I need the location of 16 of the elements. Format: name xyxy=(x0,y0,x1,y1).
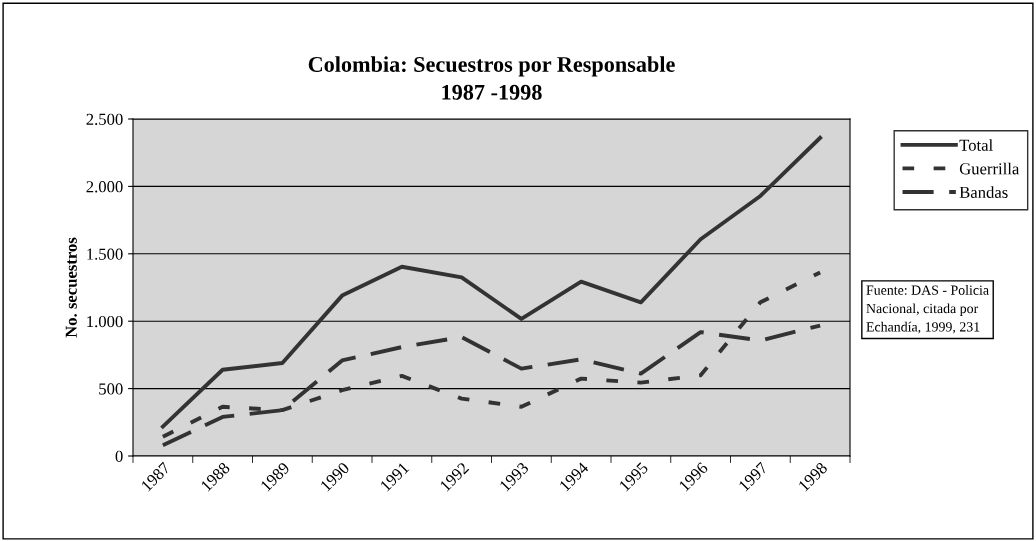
source-note: Fuente: DAS - Policia Nacional, citada por Echandía, 1999, 231 xyxy=(866,285,989,334)
y-tick-label: 0 xyxy=(115,450,123,462)
line-series xyxy=(160,135,823,429)
legend-label: Total xyxy=(959,139,993,151)
y-axis-title: No. secuestros xyxy=(65,237,77,338)
legend-label: Guerrilla xyxy=(959,162,1020,175)
y-tick-label: 2.500 xyxy=(86,113,123,126)
y-tick-label: 1.500 xyxy=(87,248,123,260)
y-tick-label: 2.000 xyxy=(86,181,123,193)
y-tick-label: 500 xyxy=(99,383,123,395)
chart-title: Colombia: Secuestros por Responsable 1987 -1998 xyxy=(308,56,675,100)
y-tick-label: 1.000 xyxy=(87,315,123,328)
x-tick-label: 1991 xyxy=(379,461,410,492)
legend-label: Bandas xyxy=(959,186,1008,198)
x-tick-label: 1993 xyxy=(499,461,530,492)
x-tick-label: 1989 xyxy=(260,461,291,492)
